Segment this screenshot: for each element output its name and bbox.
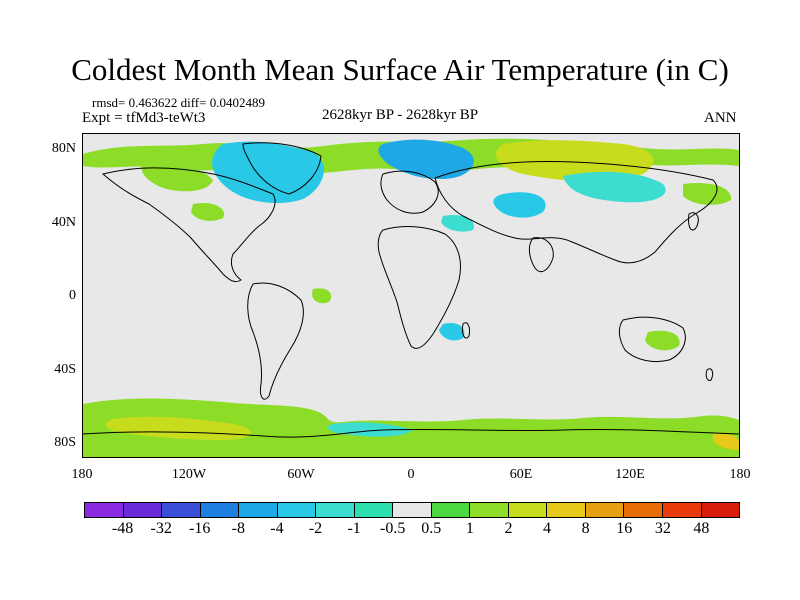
patch-asia2-cyan: [493, 192, 546, 218]
patch-southern-green: [83, 398, 739, 457]
colorbar-swatch: [470, 503, 509, 517]
colorbar-tick-label: -16: [189, 520, 211, 537]
colorbar-tick-label: 32: [654, 520, 671, 537]
colorbar-swatch: [624, 503, 663, 517]
patch-pacific-green: [683, 182, 732, 205]
coastlines: [83, 142, 739, 438]
colorbar-tick-label: 2: [504, 520, 513, 537]
colorbar-tick-label: -48: [111, 520, 134, 537]
colorbar-tick-label: -2: [308, 520, 323, 537]
colorbar-tick-label: 4: [543, 520, 552, 537]
anomaly-patches: [83, 138, 739, 457]
patch-scandinavia-blue: [378, 139, 474, 180]
colorbar-tick-label: 48: [693, 520, 710, 537]
colorbar-tick-label: -0.5: [380, 520, 406, 537]
lat-label-equator: 0: [69, 288, 76, 303]
colorbar-swatch: [508, 503, 548, 517]
coast-south-america: [247, 282, 304, 400]
coast-asia: [434, 161, 718, 264]
colorbar-swatch: [662, 503, 702, 517]
colorbar-swatch: [316, 503, 355, 517]
colorbar-swatch: [200, 503, 240, 517]
lon-label-60w: 60W: [287, 467, 315, 482]
lat-label-80n: 80N: [51, 141, 76, 156]
coast-india: [528, 237, 554, 273]
colorbar: [84, 502, 740, 518]
patch-atlantic-green: [312, 288, 332, 304]
colorbar-tick-label: -1: [347, 520, 361, 537]
patch-australia-green: [645, 330, 680, 351]
colorbar-tick-label: 8: [581, 520, 590, 537]
colorbar-swatch: [585, 503, 625, 517]
coast-greenland: [242, 142, 322, 195]
patch-mideast-cyan: [441, 214, 474, 232]
colorbar-swatch: [354, 503, 394, 517]
lat-label-40s: 40S: [54, 362, 76, 377]
patch-africa-cyan: [439, 322, 465, 341]
lon-label-60e: 60E: [509, 467, 533, 482]
lat-label-80s: 80S: [54, 435, 76, 450]
colorbar-swatch: [431, 503, 471, 517]
patch-southern-orange: [713, 433, 739, 450]
coast-africa: [377, 226, 461, 349]
colorbar-swatch: [277, 503, 317, 517]
colorbar-swatch: [393, 503, 432, 517]
lon-label-180w: 180: [71, 467, 93, 482]
colorbar-tick-label: -4: [270, 520, 284, 537]
colorbar-tick-label: 16: [616, 520, 633, 537]
coast-madagascar: [462, 322, 470, 339]
coast-new-zealand: [705, 368, 714, 381]
patch-siberia-green: [495, 140, 654, 182]
map-title: Coldest Month Mean Surface Air Temperatu…: [71, 52, 729, 87]
coast-north-america: [101, 167, 276, 283]
lon-label-120w: 120W: [171, 467, 207, 482]
stats-text: rmsd= 0.463622 diff= 0.0402489: [92, 95, 265, 110]
season-label: ANN: [704, 110, 737, 126]
colorbar-swatch: [701, 503, 740, 517]
coast-antarctica: [83, 428, 739, 438]
patch-greenland-cyan: [212, 141, 324, 204]
lon-label-0: 0: [407, 467, 415, 482]
colorbar-swatch: [85, 503, 124, 517]
lat-label-40n: 40N: [51, 215, 76, 230]
period-label: 2628kyr BP - 2628kyr BP: [322, 107, 479, 123]
colorbar-tick-label: -8: [231, 520, 245, 537]
lon-label-180e: 180: [729, 467, 751, 482]
coast-japan: [688, 212, 699, 231]
map-canvas: [83, 138, 739, 457]
colorbar-tick-label: -32: [150, 520, 172, 537]
colorbar-swatch: [162, 503, 201, 517]
colorbar-tick-label: 0.5: [421, 520, 442, 537]
patch-southern-lightgreen: [106, 416, 252, 440]
colorbar-swatch: [547, 503, 586, 517]
patch-nw-green: [191, 202, 224, 221]
patch-canada-green: [141, 162, 213, 192]
coast-europe: [380, 170, 439, 214]
coast-australia: [618, 316, 686, 363]
colorbar-swatch: [123, 503, 163, 517]
colorbar-tick-label: 1: [465, 520, 474, 537]
world-map: [82, 133, 740, 458]
patch-asia-cyan: [563, 171, 666, 203]
experiment-label: Expt = tfMd3-teWt3: [82, 110, 206, 126]
lon-label-120e: 120E: [615, 467, 645, 482]
colorbar-swatch: [239, 503, 278, 517]
